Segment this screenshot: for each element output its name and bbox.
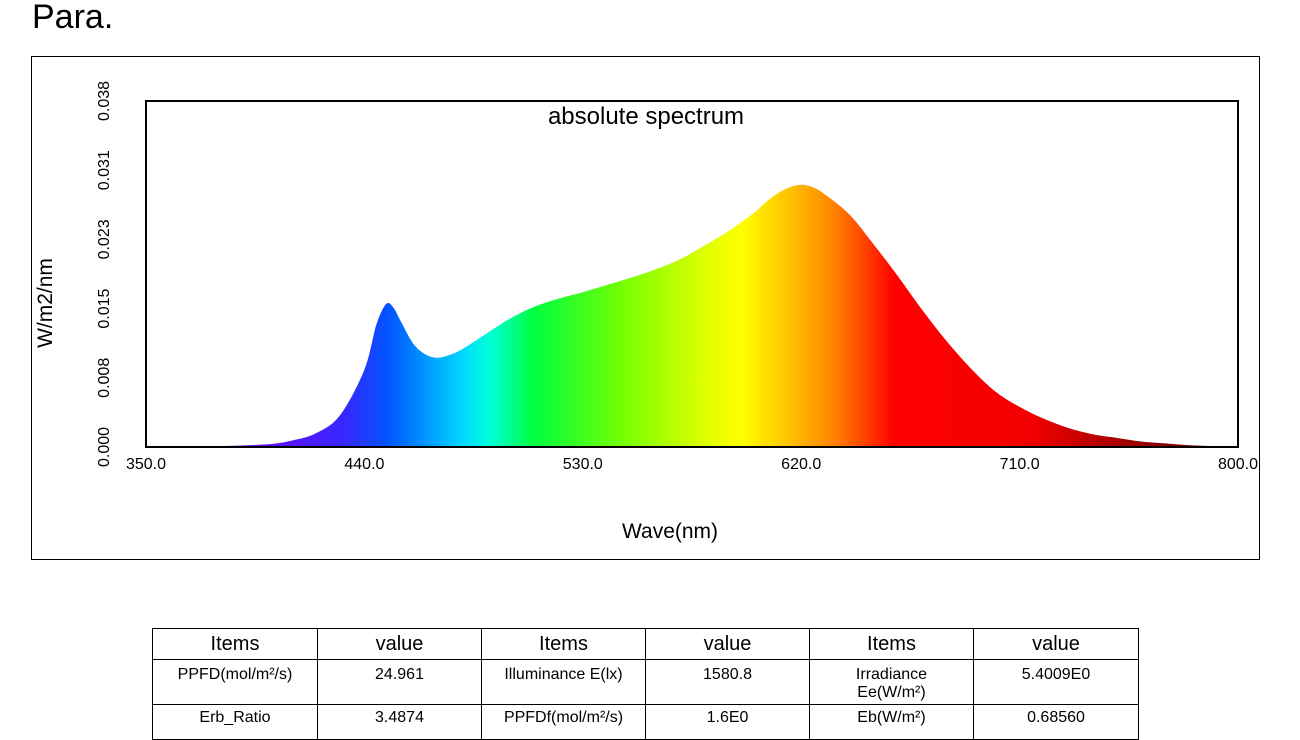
y-tick-label: 0.031	[96, 150, 113, 190]
cell-erb-ratio-label: Erb_Ratio	[152, 704, 318, 740]
header-items-1: Items	[152, 628, 318, 660]
x-axis-label: Wave(nm)	[622, 520, 718, 543]
plot-area-border	[145, 100, 1239, 448]
cell-irradiance-value: 5.4009E0	[973, 659, 1139, 705]
cell-eb-value: 0.68560	[973, 704, 1139, 740]
x-tick-label: 620.0	[781, 456, 821, 473]
x-tick-label: 440.0	[344, 456, 384, 473]
chart-frame: absolute spectrum 350.0 440.0 530.0 620.0 71…	[31, 56, 1260, 560]
y-axis-label: W/m2/nm	[34, 258, 57, 348]
cell-ppfd-value: 24.961	[317, 659, 482, 705]
cell-ppfd-label: PPFD(mol/m²/s)	[152, 659, 318, 705]
table-row: PPFD(mol/m²/s) 24.961 Illuminance E(lx) …	[152, 659, 1139, 705]
x-tick-labels: 350.0 440.0 530.0 620.0 710.0 800.0	[126, 456, 1258, 473]
y-tick-label: 0.008	[96, 358, 113, 398]
x-tick-label: 350.0	[126, 456, 166, 473]
y-tick-label: 0.000	[96, 427, 113, 467]
table-row: Erb_Ratio 3.4874 PPFDf(mol/m²/s) 1.6E0 E…	[152, 704, 1139, 740]
spectrum-chart: absolute spectrum 350.0 440.0 530.0 620.0 71…	[34, 81, 1258, 543]
x-tick-label: 800.0	[1218, 456, 1258, 473]
header-value-3: value	[973, 628, 1139, 660]
cell-eb-label: Eb(W/m²)	[809, 704, 974, 740]
cell-erb-ratio-value: 3.4874	[317, 704, 482, 740]
x-tick-label: 530.0	[563, 456, 603, 473]
header-items-3: Items	[809, 628, 974, 660]
spectrum-area	[146, 184, 1238, 448]
y-tick-label: 0.023	[96, 219, 113, 259]
cell-illuminance-value: 1580.8	[645, 659, 810, 705]
header-value-2: value	[645, 628, 810, 660]
header-items-2: Items	[481, 628, 646, 660]
y-tick-label: 0.038	[96, 81, 113, 121]
cell-irradiance-label: Irradiance Ee(W/m²)	[809, 659, 974, 705]
table-header-row: Items value Items value Items value	[152, 628, 1139, 660]
parameters-table: Items value Items value Items value PPFD…	[152, 628, 1139, 740]
y-tick-labels: 0.000 0.008 0.015 0.023 0.031 0.038	[96, 81, 113, 467]
cell-ppfdf-label: PPFDf(mol/m²/s)	[481, 704, 646, 740]
cell-ppfdf-value: 1.6E0	[645, 704, 810, 740]
x-tick-label: 710.0	[1000, 456, 1040, 473]
chart-title: absolute spectrum	[548, 103, 744, 130]
header-value-1: value	[317, 628, 482, 660]
cell-illuminance-label: Illuminance E(lx)	[481, 659, 646, 705]
page-heading: Para.	[32, 0, 114, 36]
y-tick-label: 0.015	[96, 288, 113, 328]
